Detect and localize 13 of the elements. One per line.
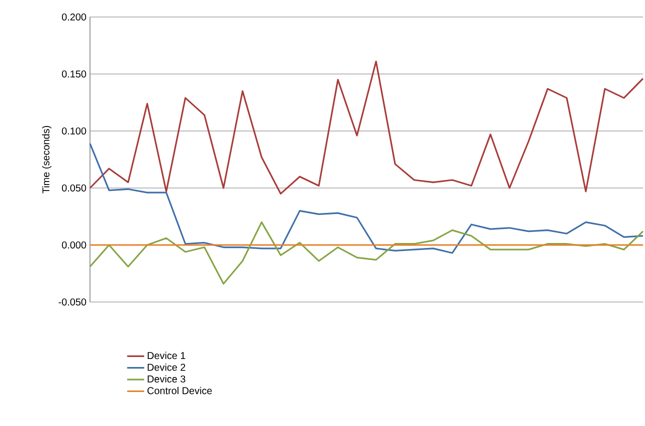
y-tick-label: 0.200 [62,13,86,21]
legend-label: Control Device [147,386,212,394]
y-tick-label: 0.000 [62,241,86,249]
line-series [89,60,644,194]
legend-label: Device 1 [148,352,186,360]
y-axis-title: Time (seconds) [42,126,52,194]
y-tick-label: -0.050 [58,298,86,306]
y-tick-label: 0.050 [62,184,86,192]
y-tick-label: 0.150 [62,70,86,78]
legend-label: Device 2 [148,363,186,371]
line-series [89,142,644,254]
legend-label: Device 3 [148,375,186,383]
y-tick-label: 0.100 [62,127,86,135]
